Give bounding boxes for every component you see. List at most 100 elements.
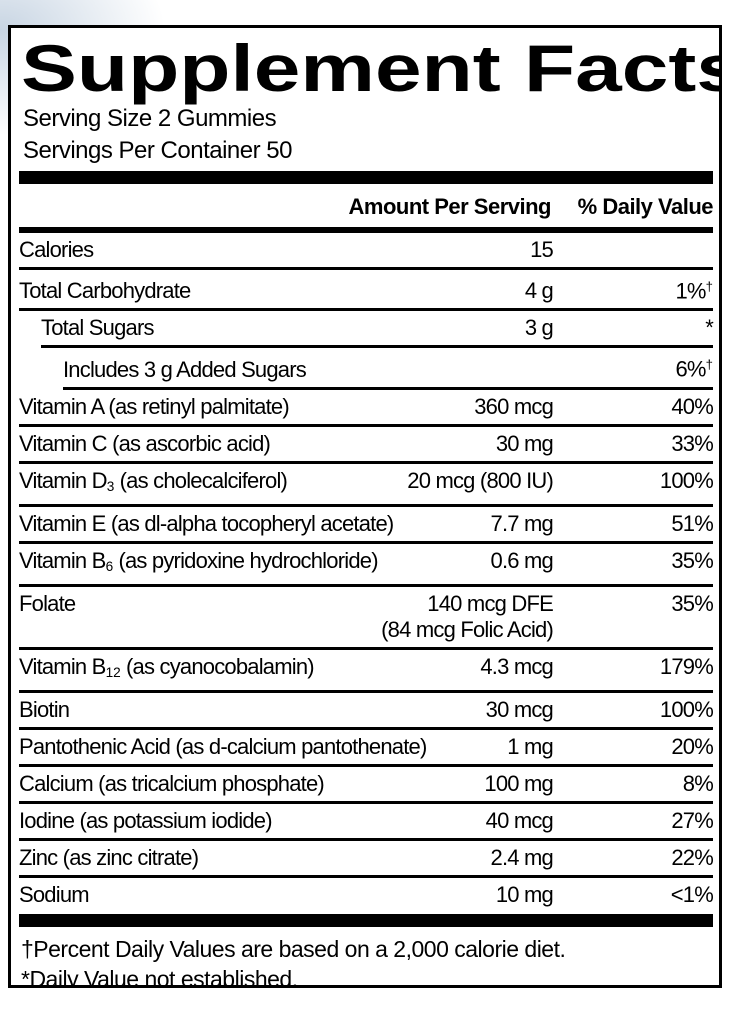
nutrient-daily-value: 20%	[671, 733, 713, 759]
nutrient-name: Vitamin A (as retinyl palmitate)	[19, 393, 290, 419]
nutrient-main: Vitamin A (as retinyl palmitate) 360 mcg	[19, 393, 554, 420]
nutrient-amount: 0.6 mg	[483, 548, 554, 574]
nutrient-name: Includes 3 g Added Sugars	[63, 356, 307, 382]
nutrient-main: Biotin 30 mcg	[19, 696, 554, 723]
nutrient-amount: 2.4 mg	[483, 845, 554, 871]
nutrient-name: Pantothenic Acid (as d-calcium pantothen…	[19, 733, 427, 759]
supplement-facts-label: Supplement Facts Serving Size 2 Gummies …	[8, 25, 722, 988]
nutrient-name: Vitamin C (as ascorbic acid)	[19, 430, 271, 456]
nutrient-row: Vitamin B12 (as cyanocobalamin) 4.3 mcg …	[19, 650, 714, 693]
nutrient-row: Total Sugars 3 g *	[41, 311, 714, 349]
nutrient-name: Folate	[19, 590, 76, 616]
nutrient-main: Calories 15	[19, 237, 554, 263]
nutrient-amount: 4 g	[517, 278, 554, 304]
nutrient-main: Pantothenic Acid (as d-calcium pantothen…	[19, 733, 554, 760]
nutrient-amount: 1 mg	[499, 733, 554, 760]
nutrient-name-subscript: 12	[105, 664, 121, 680]
nutrient-name: Vitamin B6 (as pyridoxine hydrochloride)	[19, 547, 379, 574]
nutrient-main: Vitamin B12 (as cyanocobalamin) 4.3 mcg	[19, 653, 554, 686]
nutrient-daily-value: 100%	[659, 696, 714, 722]
nutrient-daily-value: 1%†	[675, 278, 713, 304]
nutrient-row: Vitamin C (as ascorbic acid) 30 mg 33%	[19, 427, 714, 464]
nutrient-row: Iodine (as potassium iodide) 40 mcg 27%	[19, 804, 714, 841]
nutrient-daily-value: 100%	[659, 467, 714, 493]
nutrient-daily-value: 35%	[671, 547, 713, 573]
servings-per-container: Servings Per Container 50	[23, 137, 292, 164]
nutrient-amount: 100 mg	[476, 771, 553, 797]
nutrient-amount: 15	[522, 237, 554, 263]
footnotes: †Percent Daily Values are based on a 2,0…	[19, 934, 713, 988]
column-header-daily-value: % Daily Value	[577, 194, 714, 219]
nutrient-amount-line1: 4.3 mcg	[480, 653, 553, 679]
nutrient-amount: 20 mcg (800 IU)	[399, 468, 554, 494]
nutrient-name: Biotin	[19, 696, 70, 722]
nutrient-amount: 140 mcg DFE (84 mcg Folic Acid)	[373, 590, 554, 643]
footnote-daily-values: †Percent Daily Values are based on a 2,0…	[21, 935, 566, 962]
nutrient-amount-line1: 140 mcg DFE	[427, 590, 554, 616]
nutrient-main: Vitamin E (as dl-alpha tocopheryl acetat…	[19, 510, 554, 537]
nutrient-row: Calories 15	[19, 233, 713, 270]
serving-size: Serving Size 2 Gummies	[23, 105, 277, 132]
nutrient-row: Calcium (as tricalcium phosphate) 100 mg…	[19, 767, 714, 804]
nutrient-amount-line2: (84 mcg Folic Acid)	[381, 616, 554, 642]
footnote-not-established: *Daily Value not established.	[21, 965, 298, 988]
nutrient-main: Includes 3 g Added Sugars	[63, 357, 553, 383]
nutrient-name: Total Carbohydrate	[19, 278, 191, 304]
nutrient-daily-value: <1%	[670, 881, 714, 907]
nutrient-row: Vitamin A (as retinyl palmitate) 360 mcg…	[19, 390, 714, 427]
nutrient-main: Vitamin C (as ascorbic acid) 30 mg	[19, 430, 554, 457]
nutrient-amount: 30 mcg	[478, 696, 554, 723]
nutrient-name: Calcium (as tricalcium phosphate)	[19, 770, 325, 796]
nutrient-main: Folate 140 mcg DFE (84 mcg Folic Acid)	[19, 590, 554, 643]
label-title: Supplement Facts	[21, 31, 722, 105]
nutrient-daily-value: 51%	[671, 510, 713, 536]
nutrient-main: Total Carbohydrate 4 g	[19, 278, 554, 304]
nutrient-name-subscript: 3	[106, 478, 115, 494]
nutrient-main: Zinc (as zinc citrate) 2.4 mg	[19, 845, 554, 871]
nutrient-main: Vitamin D3 (as cholecalciferol) 20 mcg (…	[19, 467, 554, 500]
nutrient-name: Total Sugars	[41, 315, 155, 341]
nutrient-amount-line1: 360 mcg	[474, 393, 554, 419]
nutrient-daily-value: 22%	[671, 844, 713, 870]
nutrient-main: Total Sugars 3 g	[41, 315, 554, 341]
nutrient-row: Vitamin E (as dl-alpha tocopheryl acetat…	[19, 507, 714, 544]
nutrient-main: Iodine (as potassium iodide) 40 mcg	[19, 807, 554, 834]
nutrient-amount-line1: 30 mcg	[485, 696, 554, 722]
thick-divider-bottom	[19, 913, 713, 927]
nutrient-amount: 30 mg	[488, 431, 554, 457]
nutrient-row: Includes 3 g Added Sugars 6%†	[63, 348, 713, 390]
nutrient-row: Sodium 10 mg <1%	[19, 878, 714, 912]
nutrient-daily-value: *	[705, 315, 714, 341]
nutrient-row: Pantothenic Acid (as d-calcium pantothen…	[19, 730, 714, 767]
nutrient-amount-line1: 4 g	[524, 278, 554, 304]
nutrient-name: Sodium	[19, 881, 90, 907]
nutrient-daily-value: 33%	[671, 430, 713, 456]
nutrient-name: Vitamin E (as dl-alpha tocopheryl acetat…	[19, 510, 394, 536]
nutrient-row: Folate 140 mcg DFE (84 mcg Folic Acid) 3…	[19, 587, 714, 650]
nutrient-name: Vitamin B12 (as cyanocobalamin)	[19, 653, 315, 680]
thick-divider-top	[19, 171, 713, 184]
header-divider	[19, 227, 713, 233]
nutrient-main: Sodium 10 mg	[19, 881, 554, 908]
nutrient-main: Vitamin B6 (as pyridoxine hydrochloride)…	[19, 547, 554, 580]
nutrient-amount-line1: 100 mg	[484, 770, 553, 796]
nutrient-name: Calories	[19, 237, 94, 262]
column-header-amount: Amount Per Serving	[348, 194, 552, 219]
nutrient-daily-value: 27%	[671, 807, 713, 833]
nutrient-daily-value: 179%	[659, 653, 714, 679]
nutrient-amount: 7.7 mg	[483, 511, 554, 537]
nutrient-row: Zinc (as zinc citrate) 2.4 mg 22%	[19, 841, 714, 878]
nutrient-row: Vitamin D3 (as cholecalciferol) 20 mcg (…	[19, 464, 714, 507]
nutrient-amount-line1: 1 mg	[507, 733, 554, 759]
nutrient-amount-line1: 3 g	[524, 315, 554, 341]
nutrient-daily-value: 6%†	[675, 356, 713, 382]
nutrient-name: Vitamin D3 (as cholecalciferol)	[19, 467, 288, 494]
nutrient-row: Total Carbohydrate 4 g 1%†	[19, 270, 713, 312]
nutrient-row: Biotin 30 mcg 100%	[19, 693, 714, 730]
nutrient-amount-line1: 15	[530, 237, 554, 262]
nutrient-name: Iodine (as potassium iodide)	[19, 807, 273, 833]
nutrient-amount-line1: 10 mg	[495, 881, 554, 907]
nutrient-main: Calcium (as tricalcium phosphate) 100 mg	[19, 770, 554, 797]
nutrient-amount: 3 g	[517, 315, 554, 341]
